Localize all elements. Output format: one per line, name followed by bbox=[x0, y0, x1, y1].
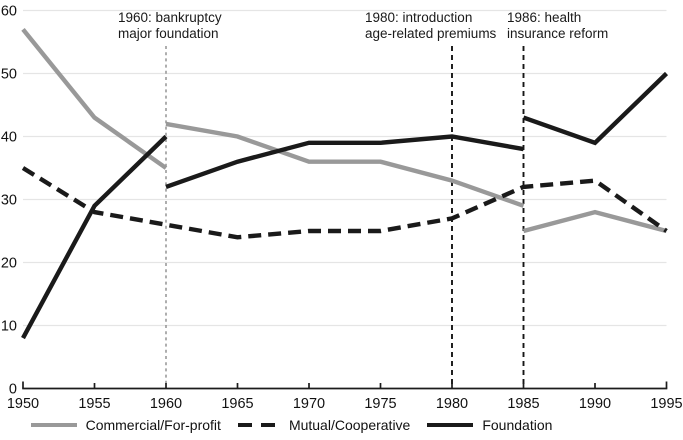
y-tick-label-0: 0 bbox=[9, 382, 17, 398]
x-tick-label-1965: 1965 bbox=[221, 396, 253, 412]
y-tick-label-20: 20 bbox=[1, 256, 17, 272]
y-tick-label-50: 50 bbox=[1, 67, 17, 83]
legend-label-foundation: Foundation bbox=[482, 417, 553, 433]
event-annotation-1986-line1: 1986: health bbox=[507, 10, 582, 25]
series-foundation-segment-1 bbox=[165, 134, 524, 189]
event-annotation-1980: 1980: introduction age-related premiums bbox=[365, 10, 496, 42]
x-tick-label-1970: 1970 bbox=[293, 396, 325, 412]
x-tick-label-1975: 1975 bbox=[364, 396, 396, 412]
event-annotation-1986: 1986: health insurance reform bbox=[507, 10, 608, 42]
y-tick-label-10: 10 bbox=[1, 319, 17, 335]
legend-swatch-mutual bbox=[237, 422, 280, 428]
legend-item-mutual: Mutual/Cooperative bbox=[237, 417, 411, 433]
y-tick-label-30: 30 bbox=[1, 193, 17, 209]
series-foundation-segment-0 bbox=[21, 134, 168, 340]
legend-item-commercial: Commercial/For-profit bbox=[30, 417, 221, 433]
x-tick-label-1980: 1980 bbox=[436, 396, 468, 412]
x-tick-label-1990: 1990 bbox=[579, 396, 611, 412]
event-annotation-1980-line2: age-related premiums bbox=[365, 26, 497, 41]
x-tick-label-1950: 1950 bbox=[7, 396, 39, 412]
x-tick-label-1995: 1995 bbox=[650, 396, 682, 412]
legend-swatch-foundation bbox=[427, 422, 474, 428]
plot-area: 0 10 20 30 40 50 60 1950 1955 1960 1965 1970 1975 198… bbox=[1, 4, 683, 413]
x-tick-label-1985: 1985 bbox=[507, 396, 539, 412]
y-tick-label-60: 60 bbox=[1, 4, 17, 20]
series-foundation-segment-2 bbox=[522, 71, 669, 146]
series-mutual-segment-0 bbox=[21, 166, 668, 240]
legend-label-mutual: Mutual/Cooperative bbox=[288, 417, 411, 433]
y-tick-label-40: 40 bbox=[1, 130, 17, 146]
series-commercial-segment-1 bbox=[165, 121, 525, 208]
event-annotation-1960-line1: 1960: bankruptcy bbox=[118, 10, 222, 25]
event-annotation-1960: 1960: bankruptcy major foundation bbox=[118, 10, 222, 42]
series-commercial-segment-2 bbox=[522, 209, 668, 234]
event-annotation-1960-line2: major foundation bbox=[118, 26, 219, 41]
event-annotation-1986-line2: insurance reform bbox=[507, 26, 609, 41]
event-annotation-1980-line1: 1980: introduction bbox=[365, 10, 473, 25]
legend-swatch-commercial bbox=[30, 422, 77, 428]
x-tick-label-1960: 1960 bbox=[150, 396, 182, 412]
legend-item-foundation: Foundation bbox=[427, 417, 552, 433]
legend-label-commercial: Commercial/For-profit bbox=[85, 417, 221, 433]
series-commercial-segment-0 bbox=[21, 28, 168, 170]
chart-legend: Commercial/For-profit Mutual/Cooperative… bbox=[0, 417, 583, 433]
x-tick-label-1955: 1955 bbox=[78, 396, 110, 412]
